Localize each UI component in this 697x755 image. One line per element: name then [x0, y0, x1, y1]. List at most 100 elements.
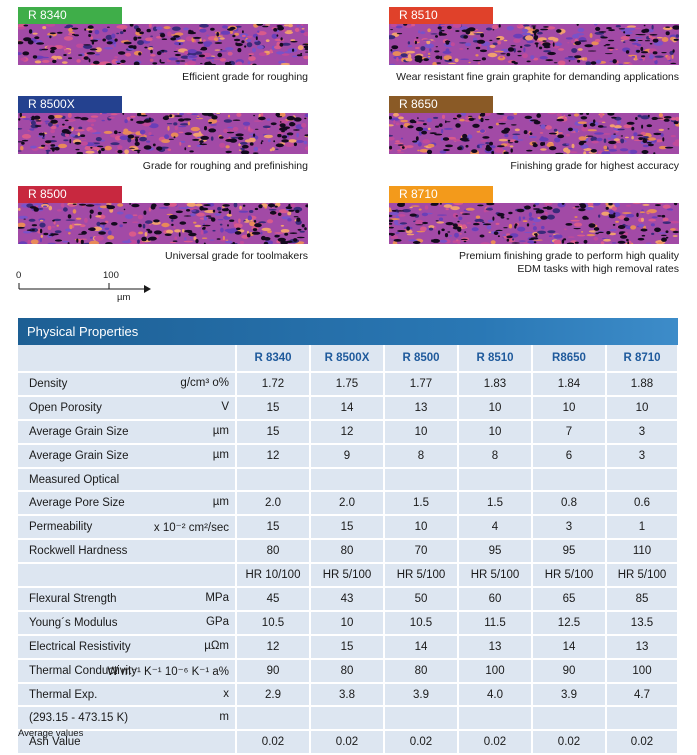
row-unit: x: [223, 687, 229, 700]
value-cell: HR 5/100: [532, 563, 607, 589]
value-cell: 3: [606, 443, 679, 469]
value-cell: 10: [384, 515, 459, 541]
value-cell: 110: [606, 539, 679, 565]
row-label-cell: Density g/cm³ o%: [18, 372, 237, 397]
value-cell: 7: [532, 419, 607, 445]
value-cell: 1.83: [458, 372, 533, 397]
column-header: R 8500: [384, 345, 459, 373]
value-cell: 1.77: [384, 372, 459, 397]
value-cell: 12: [310, 419, 385, 445]
row-label: Thermal Conductivity: [29, 664, 138, 677]
table-row: Ash Value 0.02 0.02 0.02 0.02 0.02 0.02: [18, 730, 679, 755]
value-cell: 0.02: [458, 730, 533, 755]
row-label: Thermal Exp.: [29, 688, 98, 701]
row-label-cell: Permeability x 10⁻² cm²/sec: [18, 515, 237, 541]
value-cell: 60: [458, 587, 533, 612]
scale-unit-label: µm: [117, 292, 131, 303]
row-label: Average Grain Size: [29, 425, 129, 438]
value-cell: 80: [236, 539, 311, 565]
table-header-row: R 8340 R 8500X R 8500 R 8510 R8650 R 871…: [18, 345, 679, 373]
row-label: Flexural Strength: [29, 592, 117, 605]
value-cell: 90: [532, 658, 607, 684]
row-label-cell: Average Grain Size µm: [18, 443, 237, 469]
table-row: Density g/cm³ o% 1.72 1.75 1.77 1.83 1.84 1.88: [18, 372, 679, 397]
row-label: Average Pore Size: [29, 497, 125, 510]
value-cell: 3.8: [310, 682, 385, 708]
value-cell: 2.0: [310, 491, 385, 517]
value-cell: 10: [458, 419, 533, 445]
value-cell: [532, 467, 607, 493]
table-row: Flexural Strength MPa 45 43 50 60 65 85: [18, 587, 679, 612]
value-cell: 3.9: [384, 682, 459, 708]
value-cell: 1: [606, 515, 679, 541]
value-cell: HR 10/100: [236, 563, 311, 589]
value-cell: 15: [236, 419, 311, 445]
value-cell: 65: [532, 587, 607, 612]
value-cell: 10: [458, 395, 533, 421]
micrograph-image: [389, 24, 679, 65]
properties-table: R 8340 R 8500X R 8500 R 8510 R8650 R 871…: [18, 345, 679, 755]
value-cell: 1.88: [606, 372, 679, 397]
value-cell: 100: [458, 658, 533, 684]
column-header: R 8710: [606, 345, 679, 373]
value-cell: 0.02: [384, 730, 459, 755]
table-row: Average Grain Size µm 15 12 10 10 7 3: [18, 419, 679, 445]
value-cell: 1.5: [384, 491, 459, 517]
row-unit: µm: [212, 448, 229, 461]
row-label-cell: Flexural Strength MPa: [18, 587, 237, 612]
caption-line: EDM tasks with high removal rates: [517, 263, 679, 275]
table-row: Rockwell Hardness 80 80 70 95 95 110: [18, 539, 679, 565]
value-cell: HR 5/100: [606, 563, 679, 589]
value-cell: 1.5: [458, 491, 533, 517]
scale-arrow-icon: [18, 283, 151, 293]
value-cell: 15: [310, 634, 385, 660]
value-cell: 12.5: [532, 610, 607, 636]
value-cell: 9: [310, 443, 385, 469]
value-cell: 45: [236, 587, 311, 612]
micrograph-image: [18, 24, 308, 65]
value-cell: [236, 467, 311, 493]
grade-r8500: R 8500 Universal grade for toolmakers: [18, 186, 308, 263]
value-cell: [236, 706, 311, 732]
row-unit: GPa: [205, 615, 229, 628]
value-cell: 8: [458, 443, 533, 469]
row-unit: x 10⁻² cm²/sec: [153, 522, 229, 535]
value-cell: [458, 706, 533, 732]
row-label: Ash Value: [29, 736, 81, 749]
value-cell: 0.6: [606, 491, 679, 517]
row-label: Young´s Modulus: [29, 616, 118, 629]
row-unit: V: [221, 400, 229, 413]
micrograph-image: [18, 113, 308, 154]
row-label-cell: Rockwell Hardness: [18, 539, 237, 565]
value-cell: 4.7: [606, 682, 679, 708]
row-label-cell: Electrical Resistivity µΩm: [18, 634, 237, 660]
value-cell: 1.75: [310, 372, 385, 397]
footnote: Average values: [18, 728, 84, 739]
table-row: Measured Optical: [18, 467, 679, 493]
row-unit: g/cm³ o%: [180, 377, 229, 389]
row-label: Electrical Resistivity: [29, 640, 131, 653]
value-cell: 0.02: [310, 730, 385, 755]
value-cell: [310, 467, 385, 493]
row-label: (293.15 - 473.15 K): [29, 712, 129, 725]
value-cell: 10: [384, 419, 459, 445]
value-cell: 13: [606, 634, 679, 660]
value-cell: 3: [532, 515, 607, 541]
value-cell: 2.9: [236, 682, 311, 708]
value-cell: 4.0: [458, 682, 533, 708]
grade-r8510: R 8510 Wear resistant fine grain graphit…: [389, 7, 679, 84]
table-row: Permeability x 10⁻² cm²/sec 15 15 10 4 3 1: [18, 515, 679, 541]
value-cell: 95: [458, 539, 533, 565]
value-cell: 11.5: [458, 610, 533, 636]
value-cell: 1.84: [532, 372, 607, 397]
grade-r8710: R 8710 Premium finishing grade to perfor…: [389, 186, 679, 276]
value-cell: 80: [384, 658, 459, 684]
row-unit: m: [219, 711, 229, 724]
value-cell: 0.8: [532, 491, 607, 517]
value-cell: 10.5: [384, 610, 459, 636]
value-cell: 3: [606, 419, 679, 445]
grade-caption: Universal grade for toolmakers: [165, 250, 308, 262]
value-cell: 14: [384, 634, 459, 660]
grade-tag: R 8650: [389, 96, 493, 113]
row-unit: MPa: [205, 592, 229, 605]
